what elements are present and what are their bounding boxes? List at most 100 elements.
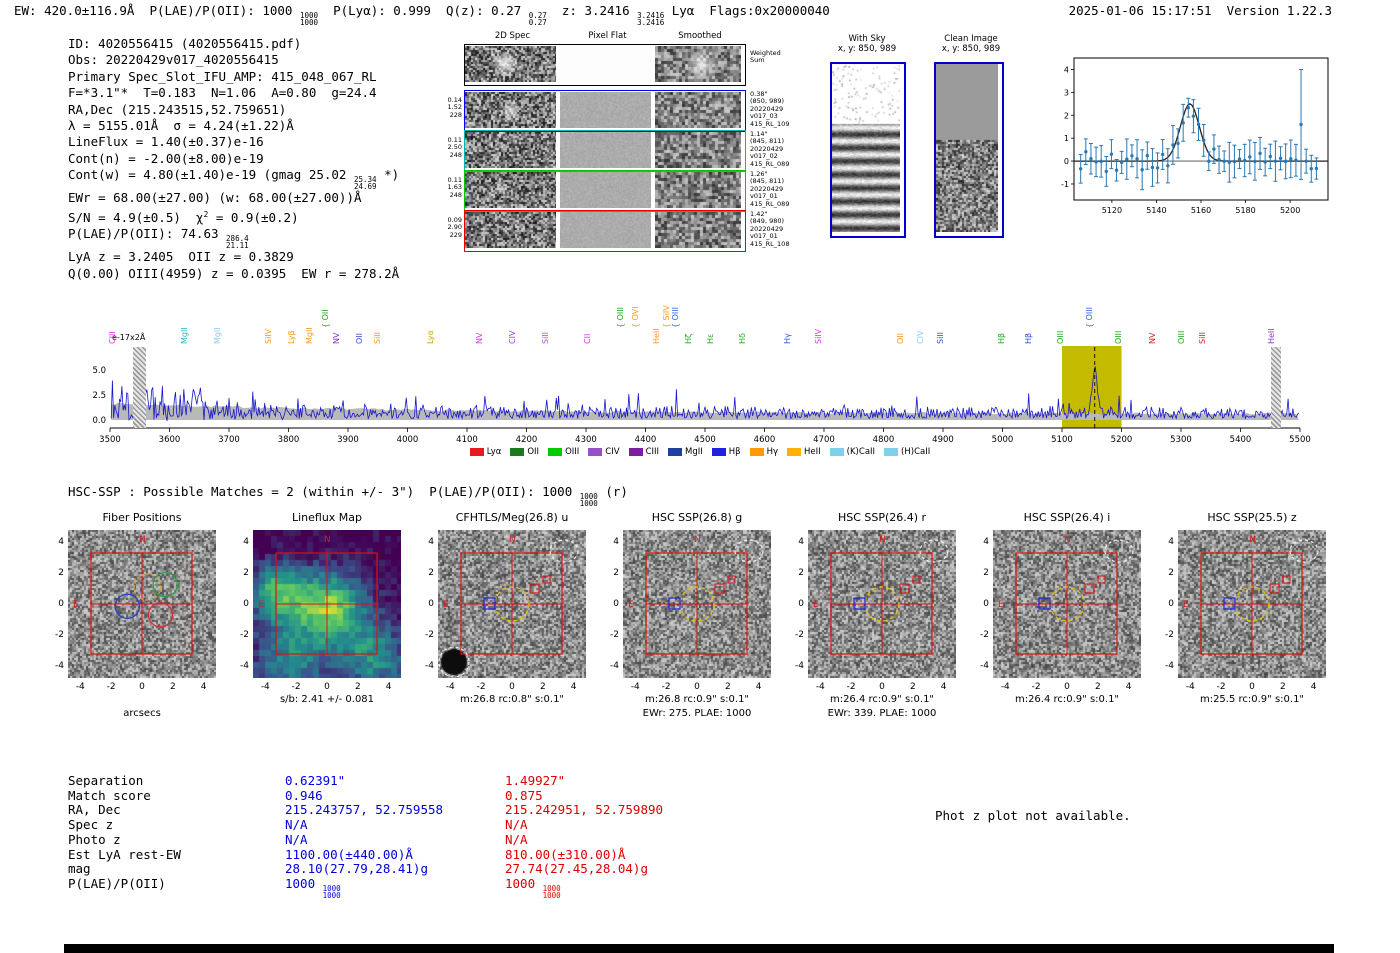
- cutout-ytick: 0: [983, 599, 989, 609]
- ellipse-element: [1104, 539, 1134, 563]
- match-row-label: Spec z: [68, 817, 114, 833]
- circle-element: [1160, 152, 1165, 157]
- cutout-ytick: -2: [795, 629, 804, 640]
- cutout-ytick: 2: [243, 568, 249, 579]
- spectral-line-label: OII: [354, 332, 364, 344]
- div-element: 2.50: [447, 143, 462, 152]
- text-element: 3500: [99, 435, 121, 445]
- legend-item: OIII: [548, 447, 579, 457]
- div-element: 20220429: [750, 224, 784, 233]
- spectral-line-label: { SiIV: [661, 305, 671, 328]
- circle-element: [1186, 106, 1190, 110]
- cutout-overlay: NE: [813, 535, 949, 655]
- circle-element: [1145, 153, 1150, 158]
- legend-swatch: [884, 448, 899, 456]
- info-line: Obs: 20220429v017_4020556415: [68, 52, 279, 68]
- rect-element: [1269, 583, 1280, 594]
- match-row-label: P(LAE)/P(OII): [68, 875, 166, 891]
- spec2d-row: [464, 170, 746, 212]
- header-timestamp: 2025-01-06 15:17:51 Version 1.22.3: [1068, 3, 1332, 18]
- stacked-fraction: 1000 1000: [322, 885, 341, 900]
- cutout-title: CFHTLS/Meg(26.8) u: [455, 511, 569, 524]
- smoothed-image: [655, 131, 741, 168]
- cutout-xtick: 4: [755, 682, 762, 692]
- circle-element: [1150, 165, 1155, 170]
- match-value-candidate2: 27.74(27.45,28.04)g: [505, 861, 648, 877]
- rect-element: [853, 597, 866, 610]
- text-element: 2: [1064, 111, 1069, 120]
- page-separator-bar: [64, 944, 1334, 953]
- legend-item: CIII: [628, 447, 659, 457]
- text-element: E: [258, 600, 264, 610]
- masked-region: [1271, 347, 1281, 428]
- cutout-xtick: -2: [1031, 682, 1041, 692]
- cutout-ytick: 2: [798, 568, 804, 579]
- cutout-caption: m:26.8 rc:0.9" s:0.1": [644, 694, 750, 705]
- withsky-title: With Sky x, y: 850, 989: [812, 34, 922, 54]
- cutout-xtick: -4: [75, 682, 85, 692]
- rect-element: [529, 583, 540, 594]
- circle-element: [133, 573, 162, 601]
- div-element: 1.26": [750, 170, 768, 178]
- circle-element: [438, 646, 470, 678]
- spectral-line-label: SiIV: [263, 328, 273, 344]
- cutout-xtick: 4: [200, 682, 207, 692]
- smoothed-image: [655, 171, 741, 208]
- info-line: Q(0.00) OIII(4959) z = 0.0395 EW r = 278…: [68, 265, 400, 281]
- circle-element: [1114, 168, 1119, 172]
- spectrum-unit-label: e-17x2Å: [112, 333, 146, 342]
- span-element: 0.27: [528, 11, 547, 20]
- circle-element: [1078, 167, 1083, 171]
- spectral-line-label: SiII: [1197, 331, 1207, 344]
- legend-swatch: [711, 448, 726, 456]
- cutout-xtick: 2: [1279, 682, 1286, 692]
- span-element: 1000: [322, 890, 341, 900]
- cutout-overlay: NE: [998, 535, 1134, 655]
- cutout-ytick: -2: [240, 629, 249, 640]
- stacked-fraction: 1000 1000: [543, 885, 561, 900]
- text-element: E: [998, 600, 1004, 610]
- spec2d-row-left-labels: 0.11 1.63 248: [438, 176, 462, 199]
- circle-element: [1084, 149, 1088, 154]
- span-element: 25.34: [353, 175, 377, 185]
- header-summary: EW: 420.0±116.9Å P(LAE)/P(OII): 1000 100…: [14, 3, 830, 27]
- spec2d-row-right-labels: 1.14" (845, 811) 20220429 v017_02 415_RL_089: [750, 130, 822, 168]
- cutout-xtick: 2: [1094, 682, 1101, 692]
- cutout-ytick: -4: [1165, 660, 1174, 671]
- legend-swatch: [787, 448, 802, 456]
- match-table: Separation 0.62391" 1.49927" Match score 0.9…: [68, 773, 968, 909]
- circle-element: [1130, 154, 1134, 158]
- text-element: 5200: [1280, 206, 1300, 215]
- legend-item: MgII: [668, 447, 703, 457]
- spec2d-image: [465, 131, 556, 168]
- rect-element: [483, 597, 496, 610]
- circle-element: [1278, 156, 1283, 160]
- circle-element: [1049, 586, 1085, 622]
- match-value-candidate2: 1000 1000 1000: [505, 875, 561, 900]
- div-element: (845, 811): [750, 177, 785, 186]
- cutout-xtick: -4: [260, 682, 270, 692]
- cutout-overlay: NE: [628, 535, 764, 655]
- cutout-xtick: -2: [846, 682, 856, 692]
- div-element: Weighted: [750, 49, 781, 57]
- rect-element: [912, 575, 921, 584]
- cutout-xtick: 0: [1249, 682, 1255, 692]
- spectral-line-label: MgII: [305, 327, 315, 344]
- circle-element: [1119, 160, 1124, 165]
- text-element: E: [73, 600, 79, 610]
- div-element: (850, 989): [750, 97, 785, 106]
- cutout-ytick: 2: [58, 568, 64, 579]
- circle-element: [1304, 159, 1308, 163]
- cutout-caption: m:26.8 rc:0.8" s:0.1": [459, 694, 565, 705]
- cutout-ytick: 0: [613, 599, 619, 609]
- withsky-coords: x, y: 850, 989: [837, 44, 897, 54]
- cutout-xtick: 4: [570, 682, 577, 692]
- circle-element: [1314, 166, 1319, 171]
- div-element: 229: [449, 230, 462, 239]
- text-element: 4800: [873, 435, 895, 445]
- cutout-xtick: 4: [385, 682, 392, 692]
- circle-element: [1094, 160, 1098, 164]
- circle-element: [114, 593, 141, 619]
- spectral-line-label: NV: [1148, 332, 1158, 344]
- circle-element: [1268, 154, 1272, 159]
